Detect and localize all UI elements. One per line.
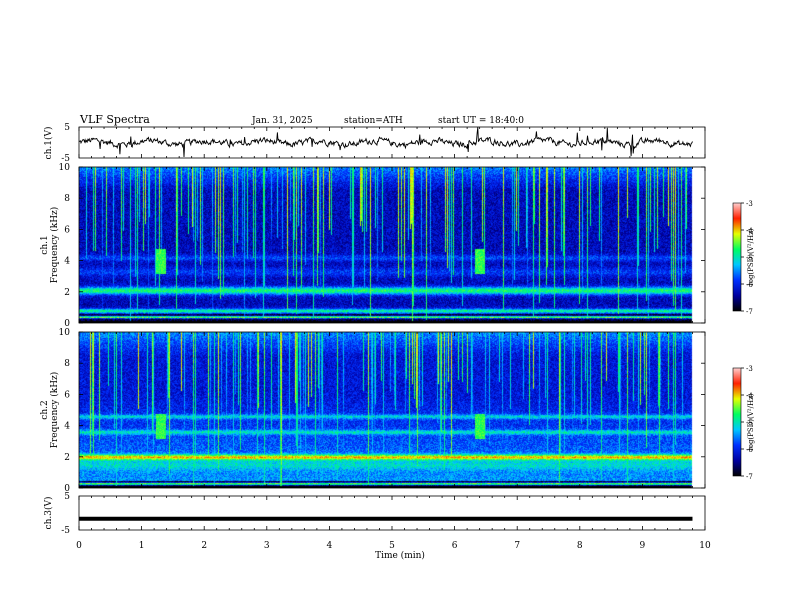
ch2-spectrogram-panel: 0 2 4 6 8 10 Frequency (kHz) ch.2 <box>40 328 706 494</box>
ch3-ytick-top: 5 <box>64 492 70 502</box>
ch2-freq-ytick-label: 8 <box>64 359 70 369</box>
x-axis-label: Time (min) <box>375 550 425 561</box>
ch2-freq-ytick-label: 6 <box>64 390 70 400</box>
ch1-freq-ytick-label: 2 <box>64 288 70 298</box>
x-tick-label: 0 <box>76 541 82 551</box>
ch1-colorbar-tick-label: -6 <box>746 281 753 289</box>
ch2-freq-ytick-label: 2 <box>64 453 70 463</box>
ch2-colorbar: -3 -4 -5 -6 -7 log(PSD)(V²/Hz) <box>732 365 755 481</box>
ch1-colorbar-tick-label: -7 <box>746 308 753 316</box>
x-tick-label: 2 <box>201 541 207 551</box>
ch1-ytick-top: 5 <box>64 123 70 133</box>
x-tick-label: 3 <box>264 541 270 551</box>
ch2-colorbar-tick-label: -4 <box>746 392 753 400</box>
ch2-freq-ytick-label: 4 <box>64 422 70 432</box>
ch2-spectrogram-image <box>79 332 705 488</box>
ch1-ytick-bottom: -5 <box>61 154 70 164</box>
ch1-spectrogram-panel: 0 2 4 6 8 10 Frequency (kHz) ch.1 <box>40 163 706 329</box>
ch2-colorbar-tick-label: -6 <box>746 446 753 454</box>
ch1-frequency-ylabel: Frequency (kHz) <box>49 207 60 284</box>
ch1-volt-ylabel: ch.1(V) <box>43 127 54 160</box>
ch1-freq-ytick-label: 10 <box>59 163 71 173</box>
ch1-frequency-ticks: 0 2 4 6 8 10 <box>59 163 705 329</box>
ch2-colorbar-label: log(PSD)(V²/Hz) <box>747 393 755 450</box>
ch1-waveform-panel: 5 -5 ch.1(V) <box>43 123 706 164</box>
station-label: station=ATH <box>344 116 403 126</box>
ch1-freq-ytick-label: 6 <box>64 225 70 235</box>
x-tick-label: 6 <box>452 541 458 551</box>
ch2-colorbar-tick-label: -3 <box>746 365 753 373</box>
ch1-freq-ytick-label: 8 <box>64 194 70 204</box>
ch1-freq-ytick-label: 4 <box>64 257 70 267</box>
ch3-ytick-bottom: -5 <box>61 526 70 536</box>
ch2-frequency-ylabel: Frequency (kHz) <box>49 372 60 449</box>
ch2-freq-ytick-label: 0 <box>64 484 70 494</box>
ch1-colorbar-tick-label: -4 <box>746 227 753 235</box>
ch1-colorbar-label: log(PSD)(V²/Hz) <box>747 228 755 285</box>
x-tick-labels: 0 1 2 3 4 5 6 7 8 9 10 <box>76 541 711 551</box>
x-tick-label: 7 <box>514 541 520 551</box>
ch2-frequency-ticks: 0 2 4 6 8 10 <box>59 328 705 494</box>
x-tick-label: 5 <box>389 541 395 551</box>
x-tick-label: 1 <box>139 541 145 551</box>
ch3-waveform-panel: 5 -5 ch.3(V) 0 1 2 3 4 5 6 7 8 9 10 <box>43 492 711 551</box>
chart-title: VLF Spectra <box>79 113 150 126</box>
ch1-colorbar-tick-label: -5 <box>746 254 753 262</box>
start-ut-label: start UT = 18:40:0 <box>438 116 524 126</box>
ch2-colorbar-tick-label: -5 <box>746 419 753 427</box>
ch1-freq-ytick-label: 0 <box>64 319 70 329</box>
ch1-colorbar-tick-label: -3 <box>746 200 753 208</box>
ch2-freq-ytick-label: 10 <box>59 328 71 338</box>
ch1-colorbar: -3 -4 -5 -6 -7 log(PSD)(V²/Hz) <box>732 200 755 316</box>
ch3-volt-ylabel: ch.3(V) <box>43 497 54 530</box>
ch2-colorbar-tick-label: -7 <box>746 473 753 481</box>
ch1-spectrogram-image <box>79 167 705 323</box>
ch2-channel-label: ch.2 <box>40 400 50 419</box>
x-tick-label: 4 <box>327 541 333 551</box>
x-tick-label: 10 <box>699 541 711 551</box>
ch1-waveform-line <box>78 127 693 158</box>
x-tick-label: 8 <box>577 541 583 551</box>
x-tick-label: 9 <box>640 541 646 551</box>
date-label: Jan. 31, 2025 <box>251 116 313 126</box>
ch1-channel-label: ch.1 <box>40 235 50 254</box>
